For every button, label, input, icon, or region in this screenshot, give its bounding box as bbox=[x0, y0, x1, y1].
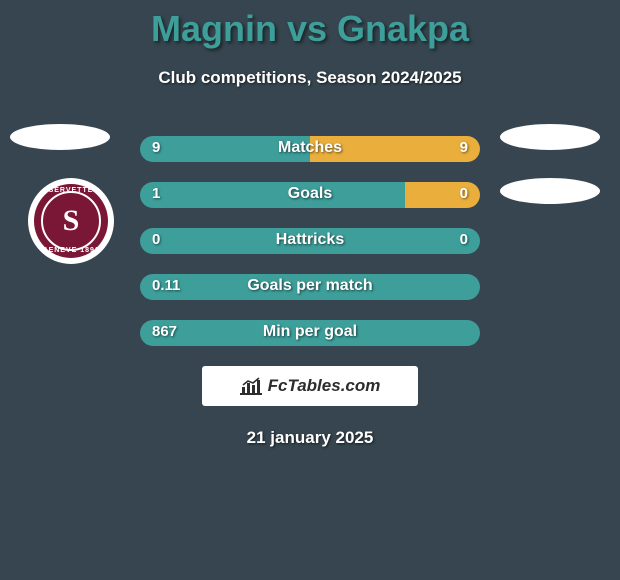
stat-row: 99Matches bbox=[140, 136, 480, 164]
stat-label: Hattricks bbox=[140, 231, 480, 249]
brand-text: FcTables.com bbox=[268, 376, 381, 396]
brand-box[interactable]: FcTables.com bbox=[202, 366, 418, 406]
club-badge-left: SERVETTE S GENEVE 1890 bbox=[28, 178, 114, 264]
player-left-pill bbox=[10, 124, 110, 150]
player-right-pill-1 bbox=[500, 124, 600, 150]
stat-label: Goals bbox=[140, 185, 480, 203]
stat-row: 0.11Goals per match bbox=[140, 274, 480, 302]
club-badge-letter: S bbox=[63, 204, 80, 238]
page-subtitle: Club competitions, Season 2024/2025 bbox=[0, 68, 620, 88]
stat-label: Goals per match bbox=[140, 277, 480, 295]
chart-icon bbox=[240, 377, 262, 395]
stat-row: 867Min per goal bbox=[140, 320, 480, 348]
stat-label: Min per goal bbox=[140, 323, 480, 341]
footer-date: 21 january 2025 bbox=[0, 428, 620, 448]
stat-row: 10Goals bbox=[140, 182, 480, 210]
stat-label: Matches bbox=[140, 139, 480, 157]
page-title: Magnin vs Gnakpa bbox=[0, 0, 620, 50]
club-badge-text-bottom: GENEVE 1890 bbox=[34, 247, 108, 254]
club-badge-inner: SERVETTE S GENEVE 1890 bbox=[34, 184, 108, 258]
stat-row: 00Hattricks bbox=[140, 228, 480, 256]
player-right-pill-2 bbox=[500, 178, 600, 204]
